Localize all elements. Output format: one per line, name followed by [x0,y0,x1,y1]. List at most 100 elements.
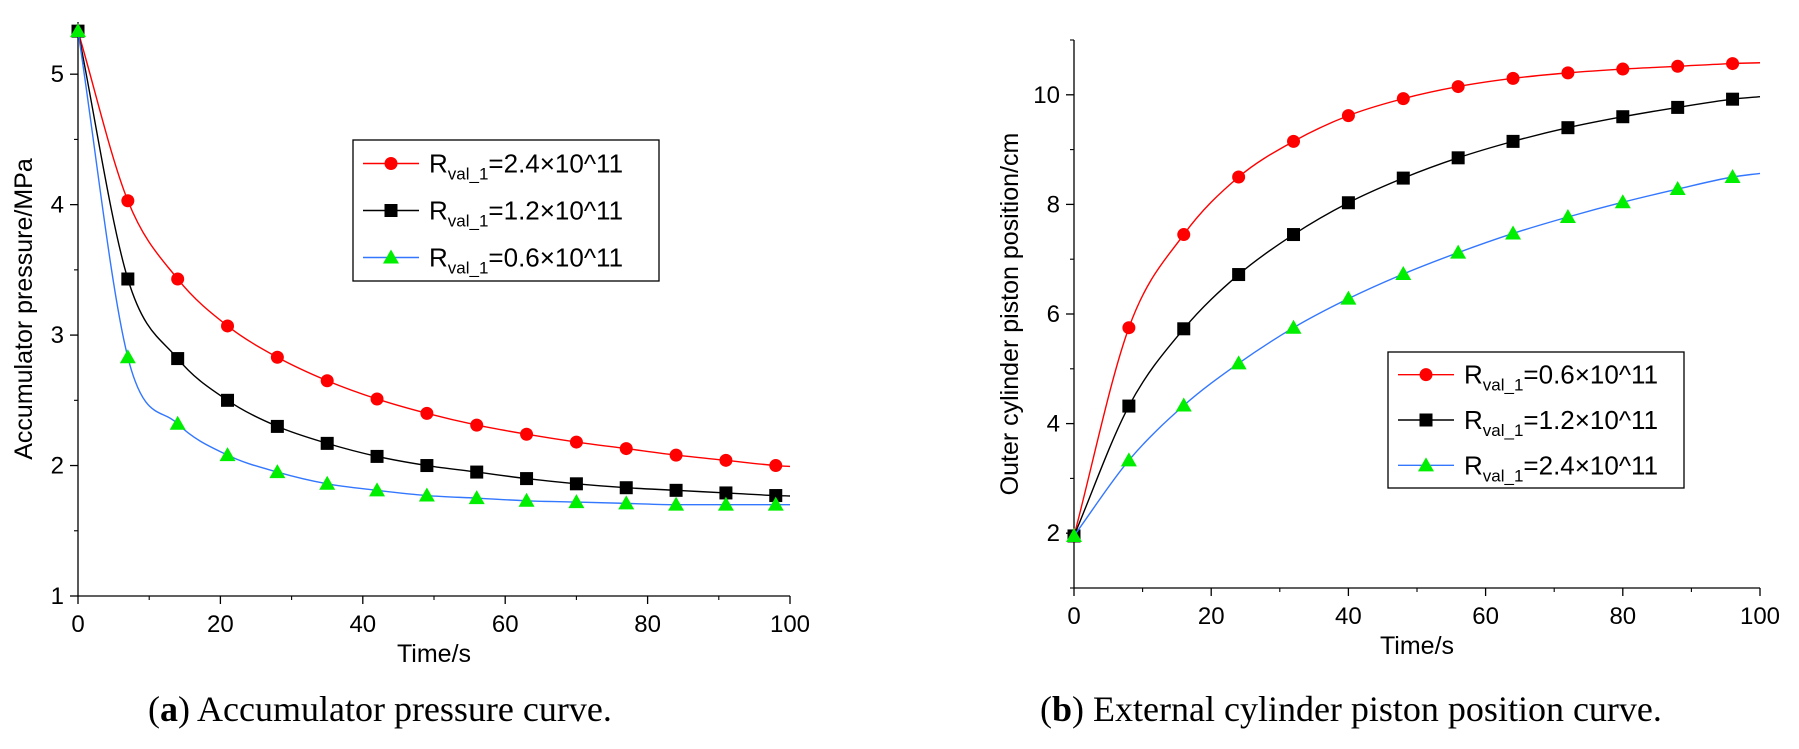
chart-a: 0 20 40 60 80 100 1 2 3 4 5 Time/s Accumulator press… [10,22,810,668]
caption-b-label: b [1052,689,1073,729]
data-point-square [221,393,235,407]
y-axis-label: Outer cylinder piston position/cm [996,133,1024,496]
data-point-triangle [1505,225,1522,240]
x-axis-label: Time/s [1380,632,1454,660]
data-point-circle [1671,59,1685,73]
data-point-square [619,481,633,495]
data-point-circle [221,319,235,333]
data-point-square [669,483,683,497]
x-tick-label: 80 [634,611,661,638]
data-point-triangle [1285,319,1302,334]
y-tick-label: 4 [51,192,64,219]
legend-marker [384,204,398,217]
data-point-circle [470,418,484,432]
data-point-circle [1287,134,1301,148]
data-point-circle [320,374,334,388]
data-point-square [1506,134,1520,148]
data-point-circle [1177,228,1191,242]
data-point-circle [420,406,434,420]
data-point-circle [1506,71,1520,85]
data-point-circle [1451,80,1465,94]
data-point-triangle [269,464,286,479]
data-point-circle [1341,109,1355,123]
legend-label: Rval_1=1.2×10^11 [429,196,623,231]
legend-label: Rval_1=0.6×10^11 [1464,360,1658,395]
x-axis-label: Time/s [397,640,471,668]
data-point-square [769,489,783,503]
data-point-square [1232,268,1246,282]
caption-a-label: a [160,689,178,729]
data-point-circle [769,459,783,473]
data-point-triangle [1175,397,1192,412]
legend-marker [384,157,398,170]
y-tick-label: 5 [51,61,64,88]
y-tick-label: 2 [51,453,64,480]
legend: Rval_1=2.4×10^11 Rval_1=1.2×10^11 Rval_1=0… [352,139,660,282]
legend-marker [1418,457,1434,472]
data-point-triangle [1724,169,1741,183]
caption-a: (a) Accumulator pressure curve. [148,689,612,729]
legend: Rval_1=0.6×10^11 Rval_1=1.2×10^11 Rval_1=2… [1387,351,1685,489]
data-point-triangle [668,496,685,511]
series-line [77,31,790,506]
data-point-triangle [369,482,386,497]
series-3 [1066,169,1761,542]
data-point-circle [1396,92,1410,106]
x-tick-label: 100 [770,611,810,638]
data-point-circle [569,435,583,449]
data-point-triangle [717,496,734,511]
data-point-circle [121,194,135,208]
data-point-triangle [1669,181,1686,196]
data-point-triangle [1450,244,1467,259]
data-point-triangle [1614,194,1631,209]
data-point-triangle [1230,355,1247,370]
data-point-circle [1561,66,1575,80]
legend-label: Rval_1=2.4×10^11 [1464,450,1658,485]
data-point-triangle [119,349,136,364]
x-tick-label: 20 [1198,603,1225,630]
data-point-triangle [1120,452,1137,467]
data-point-triangle [1066,527,1082,542]
data-point-circle [520,427,534,441]
x-tick-label: 100 [1740,603,1780,630]
y-tick-label: 6 [1047,301,1060,328]
caption-a-text: Accumulator pressure curve. [190,689,612,729]
data-point-triangle [618,495,635,510]
data-point-circle [270,350,284,364]
chart-b: 0 20 40 60 80 100 2 4 6 8 10 Time/s Outer cylinder p… [996,39,1780,660]
data-point-circle [1726,57,1740,71]
x-tick-label: 80 [1609,603,1636,630]
data-point-triangle [1340,290,1357,305]
data-point-square [1122,399,1136,413]
data-point-triangle [568,494,585,509]
data-point-circle [370,392,384,406]
legend-label: Rval_1=2.4×10^11 [429,149,623,184]
caption-b-text: External cylinder piston position curve. [1084,689,1662,729]
data-point-square [1561,121,1575,135]
data-point-circle [719,453,733,467]
caption-b: (b) External cylinder piston position cu… [1040,689,1662,729]
x-tick-label: 20 [207,611,234,638]
y-tick-label: 3 [51,322,64,349]
data-point-square [1726,92,1740,106]
data-point-circle [1122,321,1136,335]
data-point-triangle [518,492,535,507]
data-point-circle [1616,62,1630,76]
data-point-triangle [319,475,336,490]
x-tick-label: 0 [71,611,84,638]
y-tick-label: 2 [1047,520,1060,547]
y-tick-label: 10 [1033,82,1060,109]
x-tick-label: 0 [1067,603,1080,630]
data-point-circle [1232,170,1246,184]
data-point-square [1287,228,1301,242]
legend-label: Rval_1=1.2×10^11 [1464,405,1658,440]
series-2 [1067,92,1761,543]
data-point-triangle [1395,265,1412,280]
data-point-square [1396,171,1410,185]
data-point-circle [171,272,185,286]
data-point-square [171,352,185,366]
legend-marker [1419,413,1433,427]
data-point-square [1341,196,1355,210]
data-point-square [420,459,434,473]
data-point-square [719,486,733,500]
